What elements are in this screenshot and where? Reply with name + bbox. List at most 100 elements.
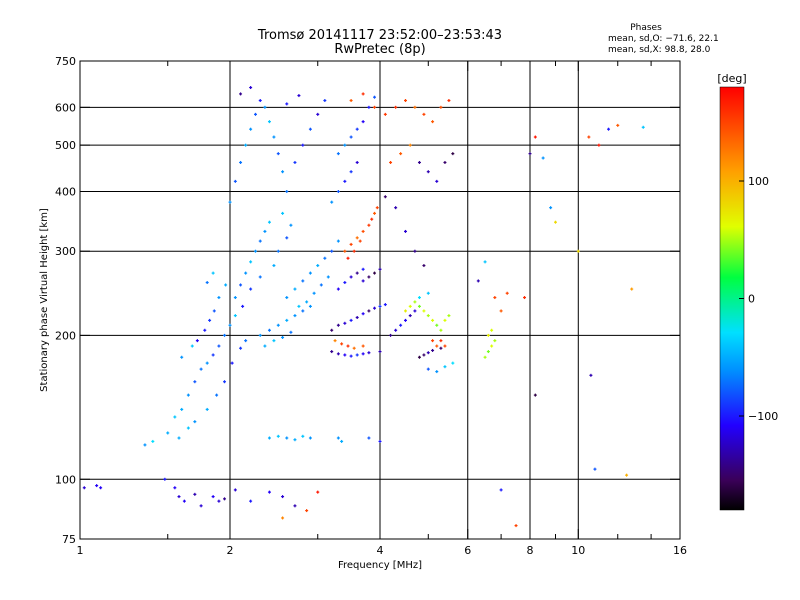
data-point: [193, 420, 197, 424]
data-point: [285, 189, 289, 193]
y-tick-label: 600: [55, 101, 76, 114]
data-point: [597, 143, 601, 147]
data-point: [267, 328, 271, 332]
data-point: [383, 303, 387, 307]
data-point: [233, 488, 237, 492]
data-point: [493, 296, 497, 300]
data-point: [289, 330, 293, 334]
y-tick-label: 500: [55, 139, 76, 152]
data-point: [241, 304, 245, 308]
data-point: [186, 426, 190, 430]
data-point: [413, 300, 417, 304]
data-point: [476, 279, 480, 283]
data-point: [267, 120, 271, 124]
data-point: [426, 170, 430, 174]
data-point: [451, 361, 455, 365]
y-tick-label: 750: [55, 55, 76, 68]
data-point: [293, 160, 297, 164]
data-point: [215, 393, 219, 397]
data-point: [333, 339, 337, 343]
data-point: [375, 206, 379, 210]
data-point: [285, 318, 289, 322]
data-point: [205, 361, 209, 365]
data-point: [336, 352, 340, 356]
data-point: [281, 211, 285, 215]
x-axis-ticks: 1 2 4 6 8 10 16: [77, 61, 687, 557]
data-point: [308, 304, 312, 308]
data-point: [435, 179, 439, 183]
data-point: [528, 152, 532, 156]
data-point: [263, 105, 267, 109]
data-point: [367, 309, 371, 313]
data-point: [316, 264, 320, 268]
data-point: [305, 509, 309, 513]
data-point: [316, 112, 320, 116]
data-point: [616, 123, 620, 127]
data-point: [358, 239, 362, 243]
data-point: [505, 291, 509, 295]
data-point: [330, 200, 334, 204]
data-point: [587, 135, 591, 139]
data-point: [343, 179, 347, 183]
data-point: [285, 296, 289, 300]
data-point: [408, 143, 412, 147]
colorbar-tick-label: 0: [748, 293, 755, 306]
data-point: [641, 125, 645, 129]
data-point: [217, 344, 221, 348]
data-point: [443, 344, 447, 348]
data-point: [195, 339, 199, 343]
data-point: [228, 323, 232, 327]
data-point: [217, 296, 221, 300]
data-point: [223, 497, 227, 501]
data-point: [263, 229, 267, 233]
data-point: [244, 271, 248, 275]
data-point: [199, 504, 203, 508]
data-point: [323, 99, 327, 103]
data-point: [394, 206, 398, 210]
data-point: [373, 211, 377, 215]
data-point: [355, 236, 359, 240]
data-point: [258, 333, 262, 337]
data-point: [431, 339, 435, 343]
data-point: [389, 160, 393, 164]
data-point: [431, 120, 435, 124]
data-point: [533, 135, 537, 139]
data-point: [281, 170, 285, 174]
y-axis-ticks: 75 100 200 300 400 500 600 750: [55, 55, 680, 546]
data-point: [233, 179, 237, 183]
data-point: [499, 309, 503, 313]
colorbar-unit: [deg]: [717, 72, 746, 85]
data-point: [439, 346, 443, 350]
data-point: [576, 249, 580, 253]
data-point: [408, 304, 412, 308]
colorbar-tick-label: 100: [748, 175, 769, 188]
chart-title: Tromsø 20141117 23:52:00–23:53:43: [257, 28, 502, 43]
data-point: [281, 516, 285, 520]
data-point: [244, 143, 248, 147]
data-point: [293, 314, 297, 318]
data-point: [593, 467, 597, 471]
data-point: [389, 333, 393, 337]
data-point: [211, 271, 215, 275]
x-tick-label: 10: [571, 544, 585, 557]
data-point: [330, 328, 334, 332]
colorbar-tick-label: −100: [748, 410, 778, 423]
data-point: [403, 309, 407, 313]
data-point: [239, 283, 243, 287]
data-point: [349, 354, 353, 358]
data-point: [447, 314, 451, 318]
data-point: [373, 306, 377, 310]
data-point: [523, 296, 527, 300]
data-point: [316, 490, 320, 494]
data-point: [493, 339, 497, 343]
data-point: [208, 318, 212, 322]
data-point: [361, 279, 365, 283]
data-point: [281, 335, 285, 339]
data-point: [343, 143, 347, 147]
data-point: [408, 314, 412, 318]
data-point: [394, 105, 398, 109]
data-point: [435, 344, 439, 348]
data-point: [217, 499, 221, 503]
data-point: [336, 189, 340, 193]
data-point: [193, 492, 197, 496]
